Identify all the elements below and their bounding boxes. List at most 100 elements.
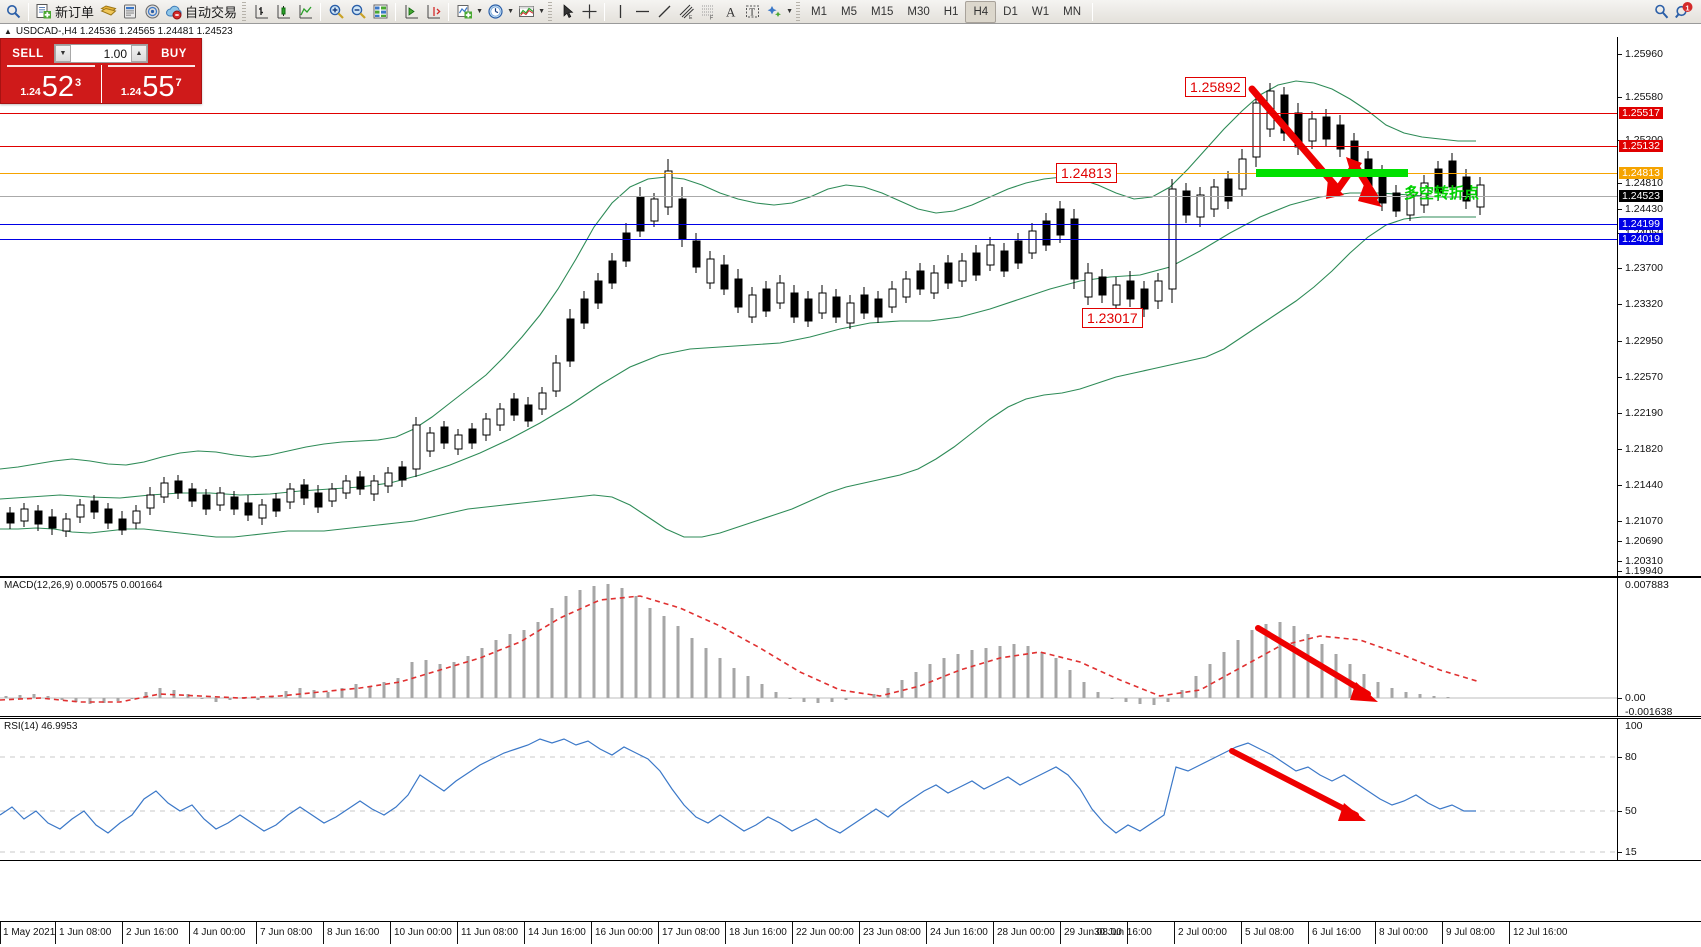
timeframe-h1[interactable]: H1 bbox=[943, 5, 959, 18]
tile-windows-icon[interactable] bbox=[369, 1, 391, 23]
time-separator bbox=[859, 922, 860, 944]
price-axis[interactable]: 1.25960 1.25580 1.25200 1.24810 1.24430 … bbox=[1617, 37, 1701, 576]
add-indicator-icon[interactable] bbox=[453, 1, 475, 23]
time-axis[interactable]: 1 May 2021 1 Jun 08:00 2 Jun 16:00 4 Jun… bbox=[0, 921, 1701, 944]
price-badge-support-1[interactable]: 1.24199 bbox=[1619, 218, 1663, 230]
price-plot[interactable]: 1.25892 1.24813 1.23017 多空转折点 bbox=[0, 37, 1617, 576]
sell-price-main: 52 bbox=[41, 71, 75, 103]
sell-label[interactable]: SELL bbox=[12, 47, 44, 60]
price-badge-resistance-2[interactable]: 1.25132 bbox=[1619, 140, 1663, 152]
support-zone-band bbox=[1256, 169, 1408, 177]
candlestick-chart-icon[interactable] bbox=[272, 1, 294, 23]
time-label: 9 Jul 08:00 bbox=[1446, 927, 1495, 938]
rsi-pane[interactable]: RSI(14) 46.9953 100 80 50 bbox=[0, 718, 1701, 861]
price-pane[interactable]: 1.25892 1.24813 1.23017 多空转折点 1.25960 1.… bbox=[0, 37, 1701, 577]
chart-container[interactable]: 1.25892 1.24813 1.23017 多空转折点 1.25960 1.… bbox=[0, 37, 1701, 947]
auto-trade-button[interactable]: 自动交易 bbox=[163, 1, 240, 23]
timeframe-m30[interactable]: M30 bbox=[907, 5, 930, 18]
timeframe-m5[interactable]: M5 bbox=[841, 5, 857, 18]
trendline-icon[interactable] bbox=[653, 1, 675, 23]
buy-price-button[interactable]: 1.24 55 7 bbox=[102, 65, 202, 103]
axis-tick bbox=[1618, 561, 1622, 562]
new-order-button[interactable]: 新订单 bbox=[33, 1, 97, 23]
annotation-high-price[interactable]: 1.25892 bbox=[1185, 77, 1246, 97]
chevron-up-icon[interactable]: ▲ bbox=[131, 45, 147, 62]
timeframe-m1[interactable]: M1 bbox=[811, 5, 828, 18]
line-chart-icon[interactable] bbox=[294, 1, 316, 23]
terminal-icon[interactable] bbox=[119, 1, 141, 23]
volume-stepper[interactable]: ▼ 1.00 ▲ bbox=[54, 44, 148, 63]
magnifier-small-icon[interactable] bbox=[2, 1, 24, 23]
price-badge-last[interactable]: 1.24523 bbox=[1619, 190, 1663, 202]
notifications-icon[interactable]: 1 bbox=[1672, 1, 1695, 23]
templates-icon[interactable] bbox=[515, 1, 537, 23]
macd-pane[interactable]: MACD(12,26,9) 0.000575 0.001664 bbox=[0, 577, 1701, 717]
annotation-turning-point-note[interactable]: 多空转折点 bbox=[1404, 184, 1480, 202]
folder-icon[interactable] bbox=[97, 1, 119, 23]
svg-text:E: E bbox=[689, 15, 693, 20]
bar-chart-icon[interactable] bbox=[250, 1, 272, 23]
chevron-down-icon[interactable]: ▼ bbox=[476, 8, 483, 15]
cursor-icon[interactable] bbox=[556, 1, 578, 23]
time-label: 12 Jul 16:00 bbox=[1513, 927, 1568, 938]
time-label: 24 Jun 16:00 bbox=[930, 927, 988, 938]
annotation-pivot-price[interactable]: 1.24813 bbox=[1056, 163, 1117, 183]
toolbar-separator bbox=[1092, 2, 1093, 21]
price-badge-pivot[interactable]: 1.24813 bbox=[1619, 167, 1663, 179]
vertical-line-icon[interactable] bbox=[609, 1, 631, 23]
buy-label[interactable]: BUY bbox=[161, 47, 187, 60]
time-label: 17 Jun 08:00 bbox=[662, 927, 720, 938]
price-badge-support-2[interactable]: 1.24019 bbox=[1619, 233, 1663, 245]
timeframe-w1[interactable]: W1 bbox=[1031, 5, 1050, 18]
price-badge-resistance-1[interactable]: 1.25517 bbox=[1619, 107, 1663, 119]
axis-tick bbox=[1618, 377, 1622, 378]
timeframe-h4[interactable]: H4 bbox=[965, 0, 997, 23]
volume-value[interactable]: 1.00 bbox=[103, 46, 127, 61]
text-label-icon[interactable]: T bbox=[741, 1, 763, 23]
auto-scroll-icon[interactable] bbox=[422, 1, 444, 23]
price-tick-label: 1.25960 bbox=[1625, 48, 1663, 60]
equidistant-channel-icon[interactable]: E bbox=[675, 1, 697, 23]
horizontal-line-icon[interactable] bbox=[631, 1, 653, 23]
time-separator bbox=[1308, 922, 1309, 944]
time-label: 14 Jun 16:00 bbox=[528, 927, 586, 938]
price-tick-label: 1.24430 bbox=[1625, 203, 1663, 215]
time-label: 16 Jun 00:00 bbox=[595, 927, 653, 938]
macd-plot[interactable] bbox=[0, 578, 1617, 716]
time-separator bbox=[993, 922, 994, 944]
crosshair-icon[interactable] bbox=[578, 1, 600, 23]
collapse-triangle-icon[interactable]: ▲ bbox=[4, 26, 12, 36]
candlestick-series bbox=[0, 80, 1485, 538]
period-clock-icon[interactable] bbox=[484, 1, 506, 23]
timeframe-m15[interactable]: M15 bbox=[871, 5, 894, 18]
time-separator bbox=[323, 922, 324, 944]
chart-shift-icon[interactable] bbox=[400, 1, 422, 23]
rsi-axis[interactable]: 100 80 50 15 bbox=[1617, 719, 1701, 860]
fibonacci-icon[interactable]: F bbox=[697, 1, 719, 23]
timeframe-mn[interactable]: MN bbox=[1063, 5, 1081, 18]
time-label: 1 Jun 08:00 bbox=[59, 927, 112, 938]
chevron-down-icon[interactable]: ▼ bbox=[786, 8, 793, 15]
zoom-out-icon[interactable] bbox=[347, 1, 369, 23]
axis-tick bbox=[1618, 521, 1622, 522]
annotation-low-price[interactable]: 1.23017 bbox=[1082, 308, 1143, 328]
axis-tick bbox=[1618, 54, 1622, 55]
toolbar-separator bbox=[448, 2, 450, 21]
search-icon[interactable] bbox=[1650, 1, 1672, 23]
time-label: 2 Jun 16:00 bbox=[126, 927, 179, 938]
axis-tick bbox=[1618, 449, 1622, 450]
macd-axis[interactable]: 0.007883 0.00 -0.001638 bbox=[1617, 578, 1701, 716]
chevron-down-icon[interactable]: ▼ bbox=[55, 45, 71, 62]
chevron-down-icon[interactable]: ▼ bbox=[538, 8, 545, 15]
text-icon[interactable]: A bbox=[719, 1, 741, 23]
sell-price-button[interactable]: 1.24 52 3 bbox=[1, 65, 102, 103]
timeframe-d1[interactable]: D1 bbox=[1003, 5, 1018, 18]
zoom-in-icon[interactable] bbox=[325, 1, 347, 23]
one-click-trading-panel[interactable]: SELL ▼ 1.00 ▲ BUY 1.24 52 3 1.24 55 7 bbox=[0, 38, 202, 104]
signals-icon[interactable] bbox=[141, 1, 163, 23]
time-separator bbox=[55, 922, 56, 944]
shapes-icon[interactable] bbox=[763, 1, 785, 23]
macd-label: MACD(12,26,9) 0.000575 0.001664 bbox=[4, 580, 163, 591]
rsi-plot[interactable] bbox=[0, 719, 1617, 860]
chevron-down-icon[interactable]: ▼ bbox=[507, 8, 514, 15]
